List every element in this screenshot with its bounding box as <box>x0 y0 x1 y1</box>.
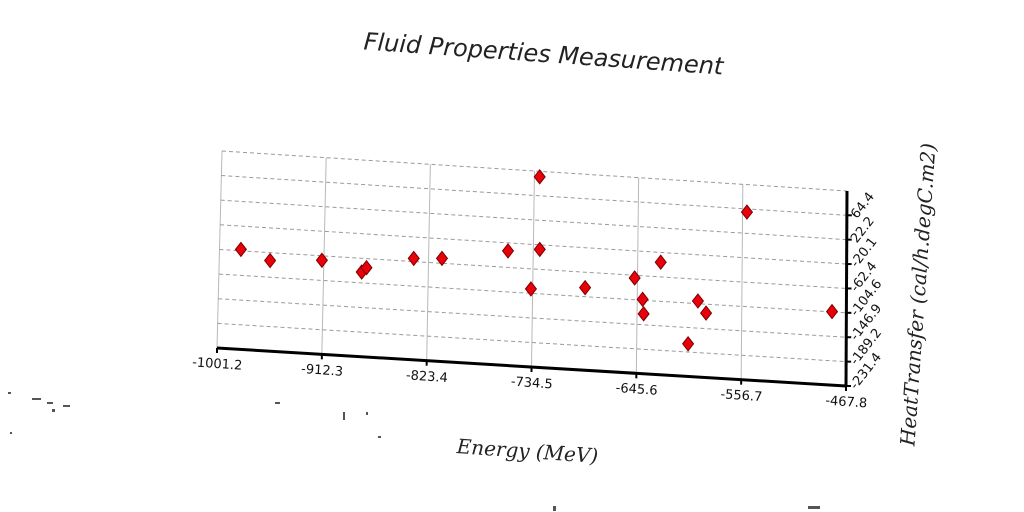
data-point-marker <box>654 254 667 271</box>
data-point-marker <box>234 241 248 258</box>
data-point-marker <box>636 291 649 308</box>
y-axis-label: HeatTransfer (cal/h.degC.m2) <box>895 142 940 447</box>
data-points <box>234 169 839 352</box>
data-point-marker <box>360 259 373 276</box>
data-point-marker <box>501 243 515 259</box>
data-point-marker <box>315 252 328 269</box>
x-tick-label: -823.4 <box>405 368 448 386</box>
data-point-marker <box>435 250 449 267</box>
data-point-marker <box>407 250 420 267</box>
axes <box>216 190 852 391</box>
data-point-marker <box>579 279 592 296</box>
data-point-marker <box>533 169 546 185</box>
x-tick-label: -1001.2 <box>192 355 243 373</box>
data-point-marker <box>524 281 538 297</box>
data-point-marker <box>691 293 705 309</box>
plot-area: -1001.2 -912.3 -823.4 -734.5 -645.6 -556.7 -46… <box>192 150 886 412</box>
x-gridline <box>740 184 744 380</box>
data-point-marker <box>825 303 839 320</box>
x-tick-label: -912.3 <box>301 362 344 380</box>
data-point-marker <box>637 306 650 322</box>
chart-title: Fluid Properties Measurement <box>363 27 726 80</box>
data-point-marker <box>681 335 695 352</box>
x-tick-label: -734.5 <box>510 375 553 393</box>
data-point-marker <box>740 204 754 220</box>
x-axis-label: Energy (MeV) <box>455 434 599 468</box>
grid <box>216 150 848 387</box>
x-tick-label: -645.6 <box>615 381 658 399</box>
scan-noise <box>8 392 820 511</box>
data-point-marker <box>628 270 641 286</box>
data-point-marker <box>533 241 546 258</box>
data-point-marker <box>263 252 277 269</box>
x-tick-label: -556.7 <box>720 387 763 405</box>
x-gridline <box>531 170 535 368</box>
tick-labels: -1001.2 -912.3 -823.4 -734.5 -645.6 -556.7 -46… <box>192 190 886 412</box>
data-point-marker <box>699 305 713 321</box>
x-tick-label: -467.8 <box>825 394 868 412</box>
y-axis-line <box>844 190 849 387</box>
top-gridline <box>221 150 848 192</box>
y-tick-label: 64.4 <box>848 190 878 222</box>
x-gridline <box>426 164 431 361</box>
